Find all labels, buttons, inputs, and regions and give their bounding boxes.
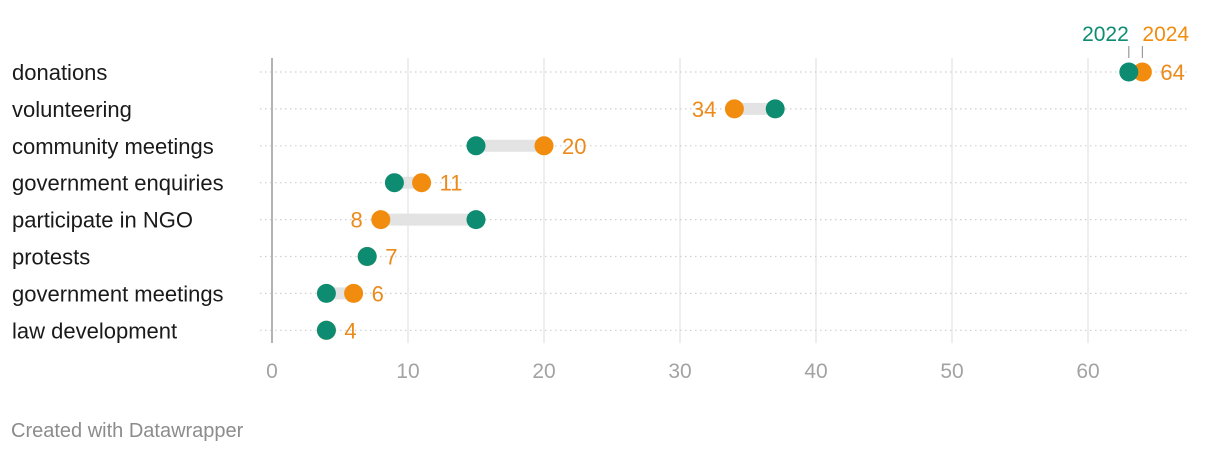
point-2024 [412,173,432,193]
category-label: government meetings [12,281,224,306]
value-label: 8 [351,208,363,233]
point-2022 [466,136,486,156]
point-2024 [1132,62,1152,82]
category-label: law development [12,318,177,343]
credit-footer: Created with Datawrapper [11,420,244,442]
category-label: participate in NGO [12,208,193,233]
value-label: 34 [692,97,716,122]
category-label: community meetings [12,134,214,159]
row-guides [260,71,1190,331]
point-2024 [534,136,554,156]
legend: 2022 2024 [1082,23,1189,58]
x-tick-label: 60 [1076,360,1099,383]
point-2022 [316,283,336,303]
point-2024 [724,99,744,119]
point-2024 [344,283,364,303]
legend-label-2022: 2022 [1082,23,1129,46]
legend-label-2024: 2024 [1142,23,1189,46]
data-points [316,62,1152,340]
chart-labels: 0 10 20 30 40 50 60 donations 64 volunteering 34 co… [12,60,1185,383]
value-label: 6 [372,281,384,306]
point-2022 [1119,62,1139,82]
category-label: donations [12,60,107,85]
dot-range-chart: 0 10 20 30 40 50 60 donations 64 volunteering 34 co… [12,23,1190,383]
value-label: 64 [1160,60,1184,85]
category-label: government enquiries [12,171,224,196]
category-label: protests [12,245,90,270]
x-tick-label: 0 [266,360,278,383]
value-label: 4 [344,318,356,343]
value-label: 11 [440,171,463,196]
grid-layer [271,58,1089,343]
point-2022 [316,320,336,340]
point-2022 [765,99,785,119]
x-tick-label: 10 [396,360,419,383]
x-tick-label: 30 [668,360,691,383]
x-tick-label: 20 [532,360,555,383]
x-tick-label: 40 [804,360,827,383]
x-tick-label: 50 [940,360,963,383]
point-2024 [371,210,391,230]
point-2022 [466,210,486,230]
point-2022 [357,247,377,266]
category-label: volunteering [12,97,132,122]
value-label: 7 [385,245,397,270]
value-label: 20 [562,134,586,159]
point-2022 [384,173,404,193]
